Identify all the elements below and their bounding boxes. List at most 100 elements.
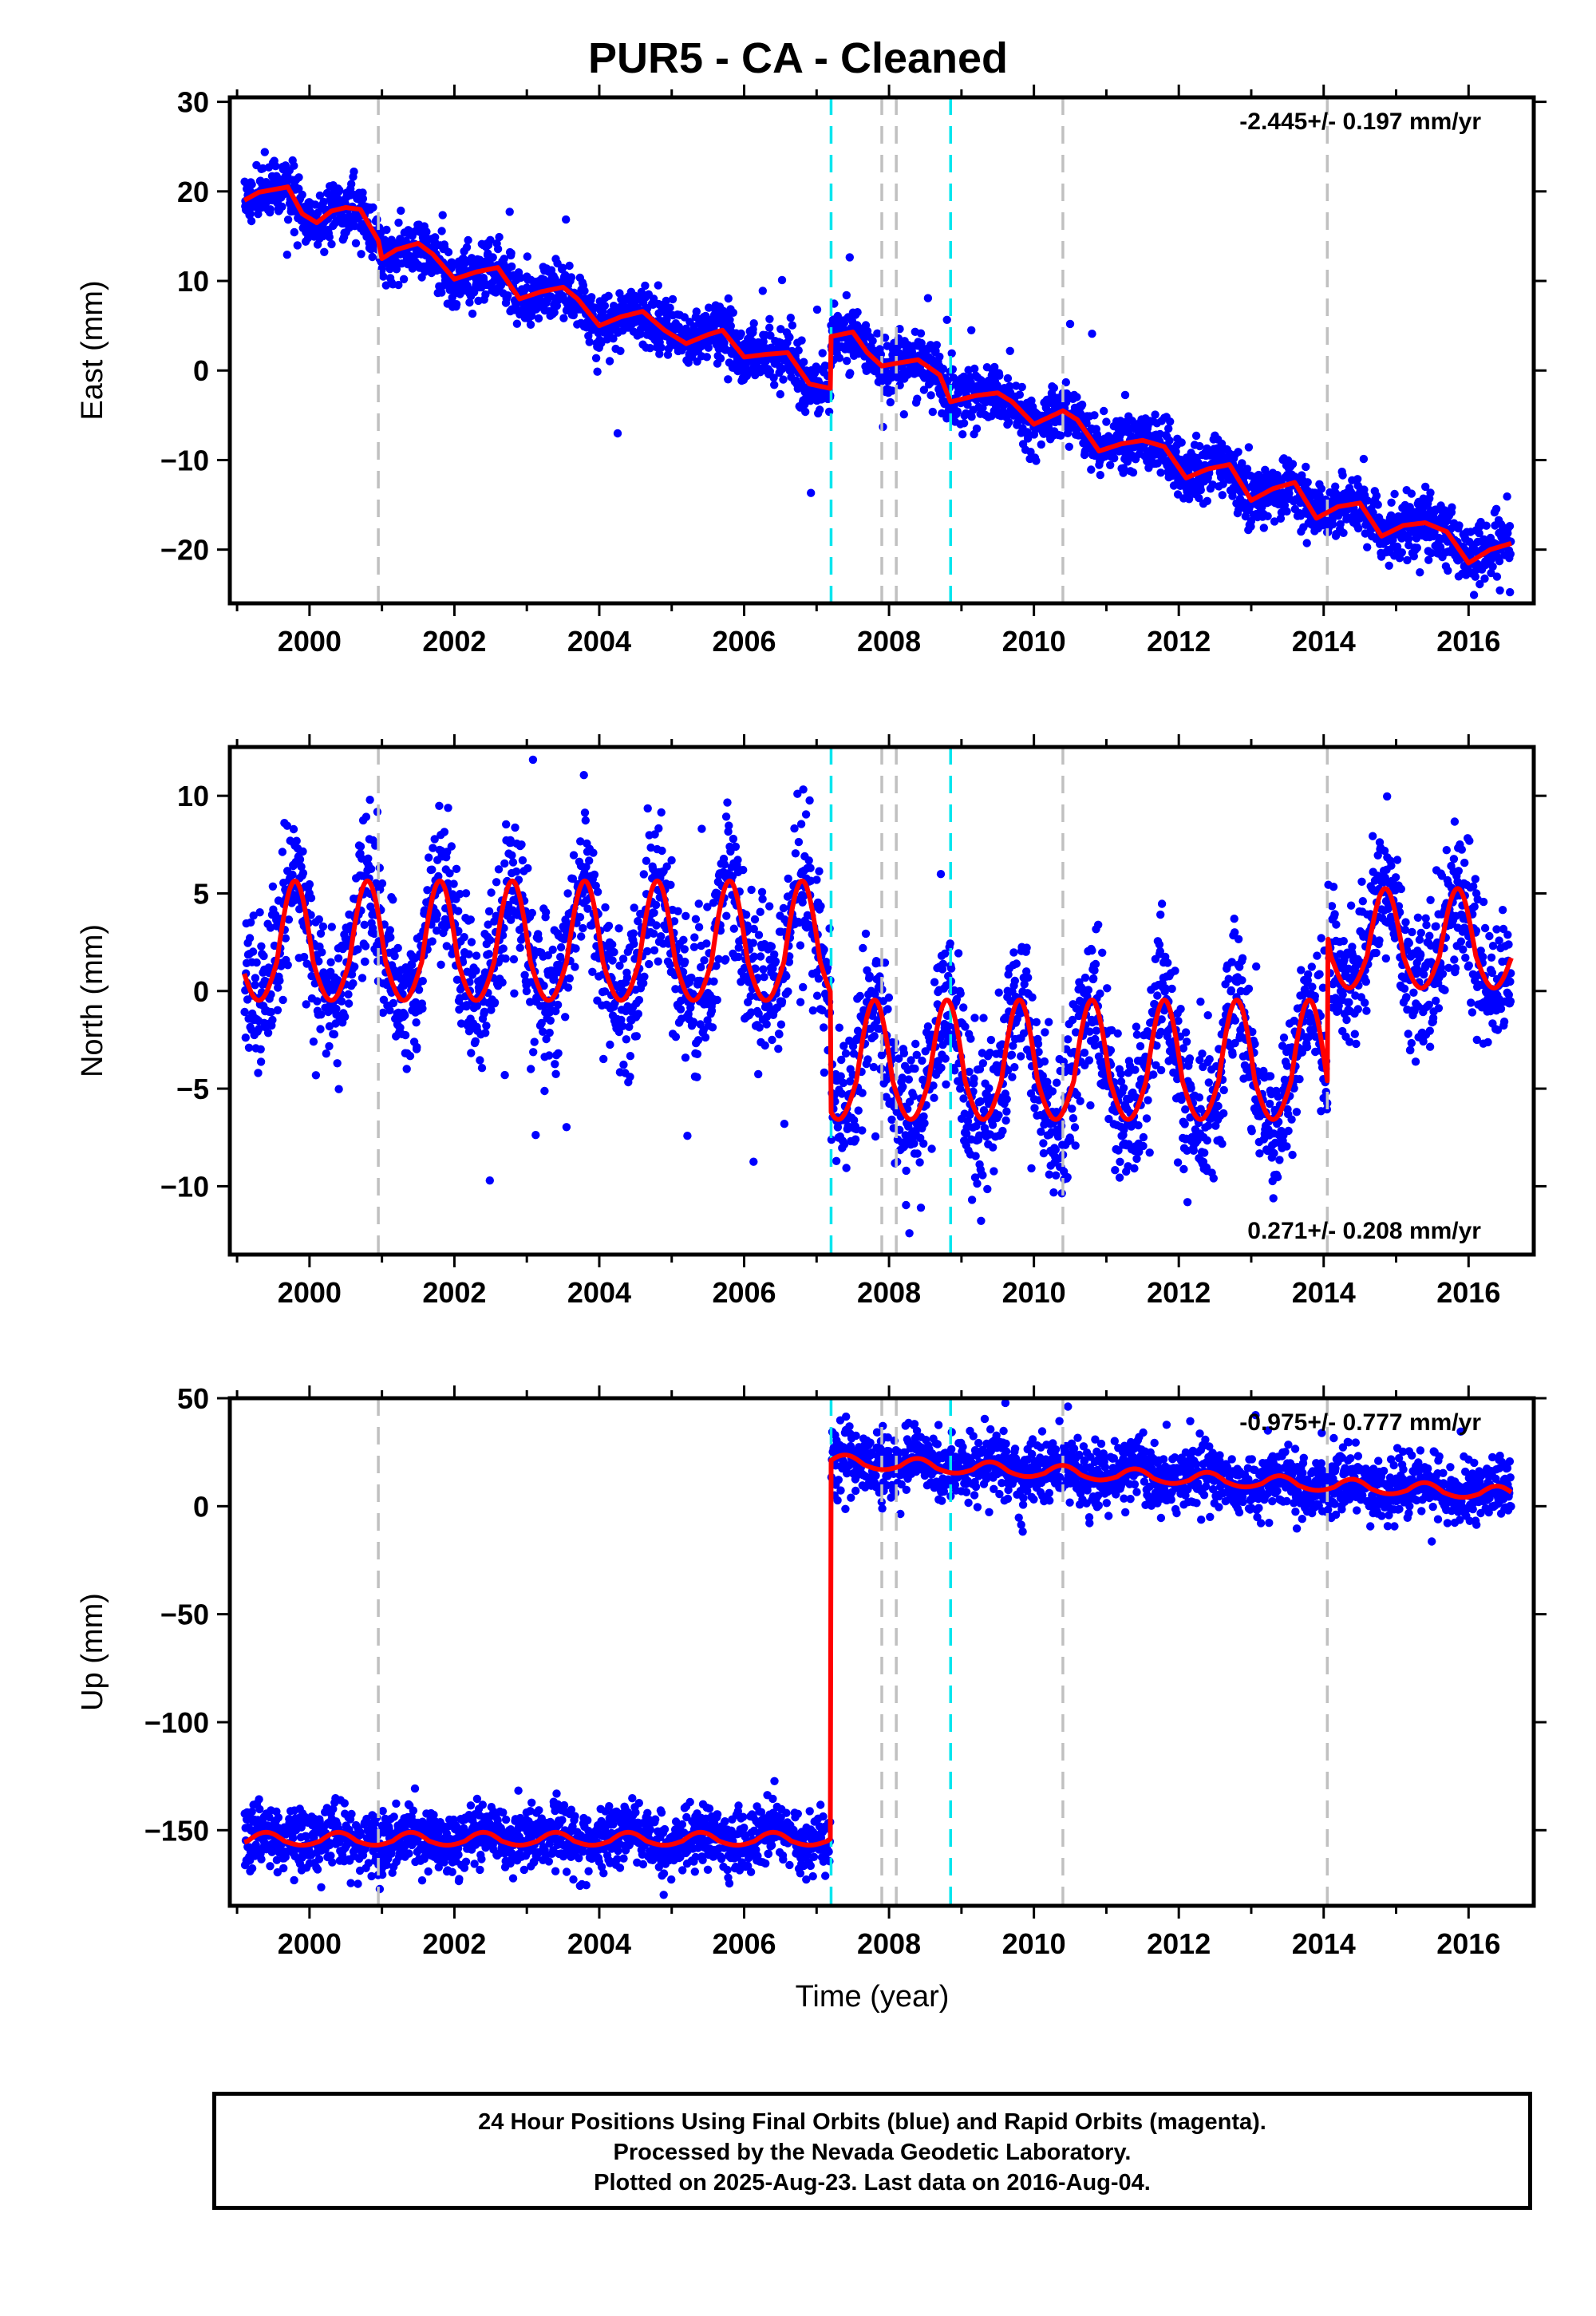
data-point — [815, 405, 824, 414]
data-point — [724, 375, 733, 384]
data-point — [859, 943, 867, 953]
data-point — [325, 1041, 334, 1051]
data-point — [604, 921, 614, 931]
data-point — [916, 1203, 926, 1212]
data-point — [841, 1049, 851, 1058]
data-point — [799, 982, 808, 992]
data-point — [369, 203, 377, 212]
data-point — [911, 1039, 920, 1049]
data-point — [562, 215, 571, 224]
data-point — [790, 824, 799, 833]
data-point — [766, 331, 775, 340]
data-point — [500, 1070, 509, 1080]
data-point — [702, 939, 711, 948]
data-point — [1353, 475, 1362, 484]
data-point — [770, 950, 779, 959]
data-point — [1444, 566, 1452, 575]
data-point — [394, 218, 403, 227]
chart-title: PUR5 - CA - Cleaned — [587, 34, 1009, 82]
data-point — [376, 229, 385, 238]
data-point — [701, 1033, 710, 1042]
data-point — [909, 1092, 918, 1101]
data-point — [1492, 572, 1502, 581]
data-point — [490, 998, 500, 1007]
data-point — [799, 891, 808, 901]
data-point — [449, 879, 458, 888]
data-point — [754, 1010, 763, 1018]
data-point — [681, 1053, 690, 1062]
data-point — [477, 1064, 487, 1073]
data-point — [1005, 417, 1013, 427]
data-point — [418, 977, 427, 986]
data-point — [461, 889, 471, 898]
data-point — [466, 915, 475, 924]
data-point — [687, 973, 696, 982]
data-point — [895, 1054, 903, 1063]
data-point — [804, 856, 813, 865]
data-point — [428, 865, 437, 874]
data-point — [707, 334, 716, 343]
data-point — [337, 997, 346, 1006]
data-point — [563, 983, 573, 992]
panel-2: 2000 2002 2004 2006 2008 2010 2012 2014 2016−10−… — [76, 734, 1547, 1309]
data-point — [1151, 410, 1159, 419]
data-point — [825, 924, 834, 933]
data-point — [807, 488, 816, 497]
data-point — [694, 899, 703, 908]
data-point — [1403, 555, 1412, 565]
data-point — [344, 990, 353, 999]
data-point — [539, 1027, 547, 1037]
data-point — [1373, 500, 1382, 509]
data-point — [249, 911, 258, 920]
data-point — [842, 1164, 851, 1172]
data-point — [330, 1030, 339, 1039]
data-point — [1303, 478, 1312, 487]
data-point — [634, 917, 642, 926]
data-point — [1017, 382, 1026, 392]
data-point — [537, 1018, 546, 1028]
data-point — [465, 298, 474, 307]
data-point — [703, 903, 712, 911]
data-point — [1057, 431, 1065, 440]
data-point — [646, 843, 655, 852]
data-point — [1195, 493, 1203, 503]
data-point — [575, 913, 585, 922]
data-point — [429, 844, 437, 852]
data-point — [325, 232, 334, 242]
data-point — [832, 1156, 841, 1166]
data-point — [618, 1022, 627, 1031]
data-point — [861, 929, 871, 939]
data-point — [749, 924, 758, 934]
data-point — [674, 907, 682, 916]
data-point — [1023, 428, 1032, 437]
data-point — [500, 859, 509, 868]
data-point — [658, 846, 666, 856]
data-point — [542, 1034, 551, 1044]
data-point — [836, 1072, 845, 1081]
data-point — [571, 962, 579, 971]
data-point — [884, 993, 894, 1002]
data-point — [334, 954, 343, 963]
data-point — [812, 305, 822, 314]
data-point — [899, 1082, 907, 1092]
data-point — [565, 974, 574, 983]
data-point — [484, 950, 493, 958]
data-point — [314, 915, 323, 924]
data-point — [793, 789, 802, 798]
data-point — [445, 869, 454, 878]
data-point — [240, 1007, 249, 1017]
data-point — [295, 855, 305, 864]
data-point — [823, 963, 832, 972]
data-point — [843, 357, 851, 366]
data-point — [967, 326, 976, 334]
data-point — [689, 1018, 698, 1027]
data-point — [358, 194, 368, 204]
data-point — [883, 1005, 892, 1014]
x-tick-label: 2016 — [1436, 625, 1500, 658]
data-point — [464, 235, 472, 245]
data-point — [254, 210, 263, 219]
data-point — [743, 921, 752, 930]
data-point — [887, 386, 897, 395]
data-point — [260, 148, 269, 156]
